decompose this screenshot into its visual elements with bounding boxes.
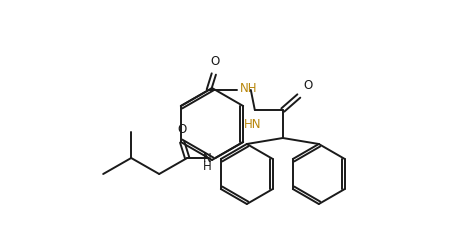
Text: NH: NH [239,82,257,96]
Text: HN: HN [243,118,261,131]
Text: H: H [202,161,211,173]
Text: O: O [210,55,219,68]
Text: N: N [202,151,211,165]
Text: O: O [177,123,187,136]
Text: O: O [303,79,313,92]
